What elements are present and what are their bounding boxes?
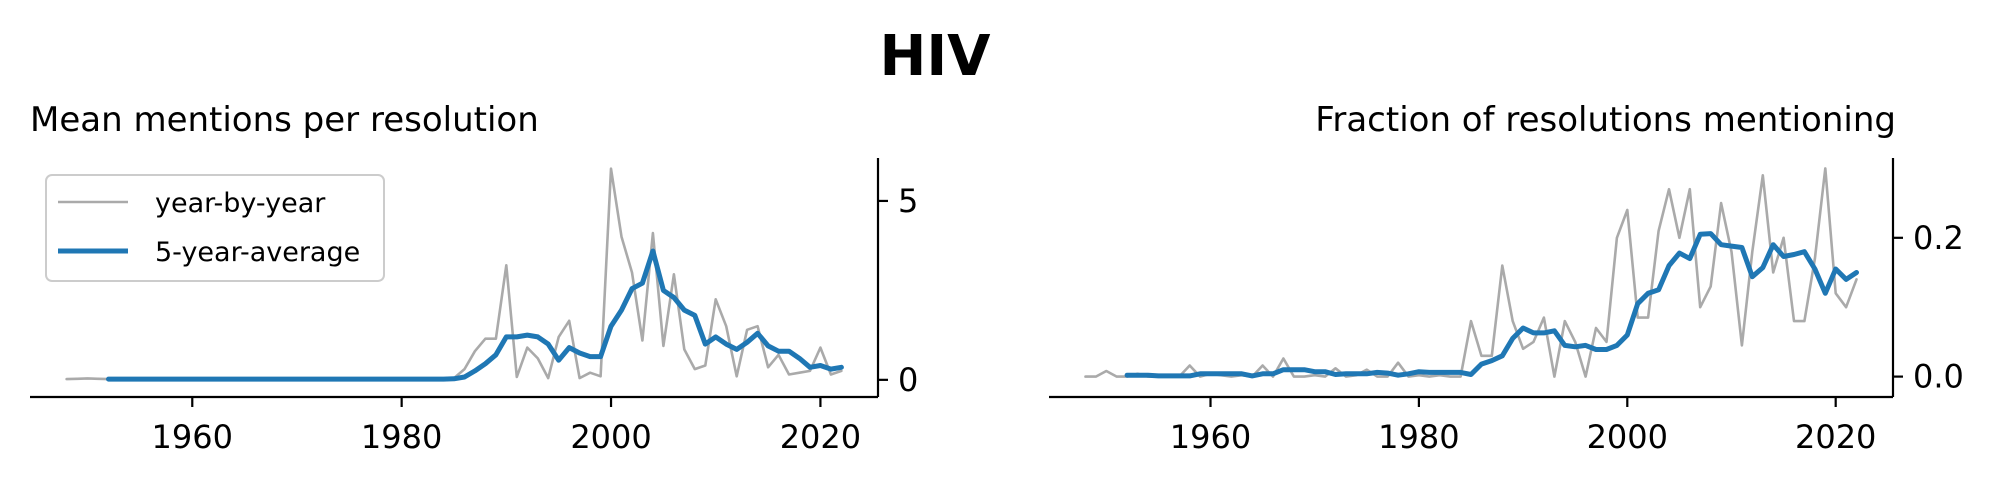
legend: year-by-year 5-year-average [45,174,385,282]
plot-area-fraction-mentioning: 1960 1980 2000 2020 0.0 0.2 [1049,158,1964,456]
panel-mean-mentions: Mean mentions per resolution 1960 1980 200… [30,100,918,456]
x-tick-label: 2000 [570,418,651,456]
x-tick-label: 1980 [1378,418,1459,456]
legend-frame [45,174,385,282]
y-tick-label: 0.0 [1913,358,1964,396]
y-tick-label: 0 [898,361,918,399]
y-tick-label: 0.2 [1913,219,1964,257]
x-tick-label: 2000 [1587,418,1668,456]
panel-fraction-mentioning: Fraction of resolutions mentioning 1960 1… [1049,100,1964,456]
x-tick-label: 2020 [1795,418,1876,456]
series-line-5-year-average [106,248,844,382]
x-tick-label: 2020 [780,418,861,456]
series-line-year-by-year [1084,167,1858,378]
series-line-5-year-average [1124,231,1859,379]
legend-label-5-year-average: 5-year-average [155,237,360,268]
x-tick-label: 1980 [361,418,442,456]
x-tick-label: 1960 [152,418,233,456]
legend-label-year-by-year: year-by-year [155,188,326,219]
figure-title: HIV [879,24,991,89]
x-tick-label: 1960 [1170,418,1251,456]
plot-area-mean-mentions: 1960 1980 2000 2020 0 5 [30,158,918,456]
panel-title-fraction-mentioning: Fraction of resolutions mentioning [1315,100,1896,140]
panel-title-mean-mentions: Mean mentions per resolution [30,100,539,140]
y-tick-label: 5 [898,182,918,220]
